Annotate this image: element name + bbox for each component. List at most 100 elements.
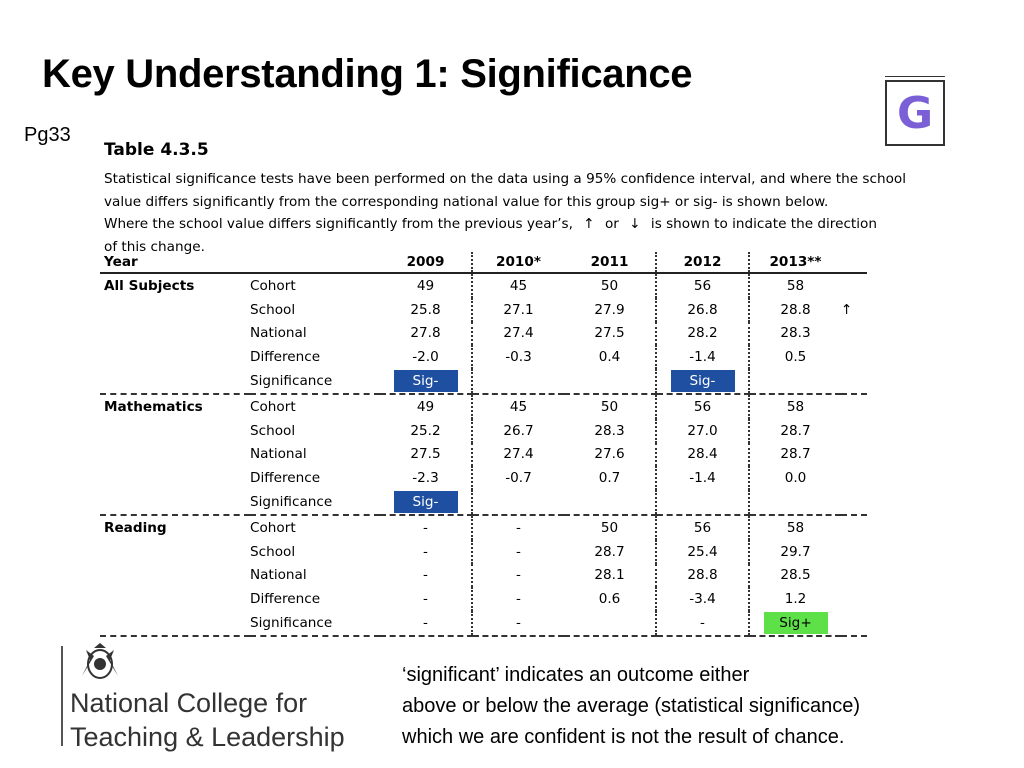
- description-line-1: Statistical significance tests have been…: [104, 171, 907, 187]
- results-table: Year 2009 2010* 2011 2012 2013** All Sub…: [100, 252, 867, 637]
- subject-cell: [100, 490, 250, 516]
- row-label: Difference: [250, 591, 321, 608]
- row-label: Difference: [250, 349, 321, 366]
- arrow-up-icon: ↑: [583, 216, 595, 232]
- value-cell: 28.4: [656, 442, 750, 467]
- direction-arrow: [841, 369, 867, 395]
- g-logo: G: [885, 76, 945, 146]
- note-line-2: above or below the average (statistical …: [402, 695, 861, 717]
- value-cell: 56: [656, 393, 750, 419]
- table-row: Significance Sig- Sig-: [100, 369, 867, 395]
- row-label: School: [250, 422, 296, 439]
- value-cell: 58: [786, 519, 805, 536]
- row-label: Cohort: [250, 398, 296, 415]
- value-cell: 0.6: [564, 587, 657, 612]
- value-cell: 27.6: [564, 442, 657, 467]
- value-cell: 50: [564, 273, 657, 298]
- page-reference: Pg33: [24, 124, 71, 146]
- direction-arrow: [841, 587, 867, 611]
- table-row: National 27.5 27.4 27.6 28.4 28.7: [100, 442, 867, 467]
- subject-cell: [100, 611, 250, 637]
- table-row: Significance - - - Sig+: [100, 611, 867, 637]
- direction-arrow: [841, 515, 867, 540]
- significance-badge: Sig+: [763, 612, 828, 635]
- subject-cell: [100, 466, 250, 490]
- direction-arrow: [841, 611, 867, 637]
- value-cell: -0.3: [505, 349, 532, 366]
- table-description: Statistical significance tests have been…: [104, 168, 924, 258]
- header-2009: 2009: [380, 252, 473, 274]
- table-row: Difference - - 0.6 -3.4 1.2: [100, 587, 867, 612]
- value-cell: 56: [656, 273, 750, 298]
- value-cell: 27.4: [503, 446, 534, 463]
- slide-title: Key Understanding 1: Significance: [42, 52, 693, 96]
- value-cell: Sig-: [380, 490, 473, 516]
- value-cell: -: [380, 611, 473, 637]
- subject-cell: [100, 345, 250, 369]
- value-cell: 27.1: [503, 301, 534, 318]
- value-cell: 25.2: [380, 418, 473, 443]
- value-cell: 0.0: [784, 470, 807, 487]
- table-row: School - - 28.7 25.4 29.7: [100, 539, 867, 564]
- header-arrow-col: [841, 252, 867, 274]
- value-cell: -: [516, 519, 521, 536]
- header-2013: 2013**: [749, 252, 841, 274]
- value-cell: [564, 369, 657, 395]
- value-cell: Sig-: [380, 369, 473, 395]
- table-row: Significance Sig-: [100, 490, 867, 516]
- significance-badge: Sig-: [393, 491, 458, 514]
- value-cell: 1.2: [784, 591, 807, 608]
- row-label: Significance: [250, 369, 380, 395]
- value-cell: 49: [380, 393, 473, 419]
- value-cell: 50: [564, 514, 657, 540]
- value-cell: 45: [509, 398, 528, 415]
- header-blank: [250, 252, 380, 274]
- direction-arrow: [841, 540, 867, 564]
- value-cell: 27.5: [564, 321, 657, 346]
- subject-cell: [100, 564, 250, 588]
- value-cell: -3.4: [656, 587, 750, 612]
- value-cell: 28.7: [780, 422, 811, 439]
- value-cell: 28.8: [656, 563, 750, 588]
- table-row: National - - 28.1 28.8 28.5: [100, 563, 867, 588]
- table-header-row: Year 2009 2010* 2011 2012 2013**: [100, 252, 867, 274]
- value-cell: 50: [564, 393, 657, 419]
- subject-cell: [100, 419, 250, 443]
- header-2010: 2010*: [472, 252, 564, 274]
- header-year: Year: [100, 252, 250, 274]
- value-cell: 28.5: [780, 567, 811, 584]
- table-row: Difference -2.0 -0.3 0.4 -1.4 0.5: [100, 345, 867, 370]
- value-cell: -2.0: [380, 345, 473, 370]
- subject-cell: [100, 369, 250, 395]
- value-cell: -: [516, 543, 521, 560]
- direction-arrow: ↑: [841, 301, 853, 318]
- description-line-2: value differs significantly from the cor…: [104, 193, 829, 210]
- value-cell: -: [380, 514, 473, 540]
- g-logo-letter: G: [896, 88, 934, 139]
- row-label: Cohort: [250, 519, 296, 536]
- subject-cell: All Subjects: [104, 277, 195, 294]
- organisation-name-line-2: Teaching & Leadership: [70, 722, 345, 752]
- direction-arrow: [841, 443, 867, 467]
- direction-arrow: [841, 394, 867, 419]
- value-cell: 28.3: [564, 418, 657, 443]
- value-cell: 45: [509, 277, 528, 294]
- value-cell: 0.5: [784, 349, 807, 366]
- subject-cell: [100, 322, 250, 346]
- value-cell: -: [516, 591, 521, 608]
- value-cell: 27.0: [656, 418, 750, 443]
- description-line-3-suffix: is shown to indicate the direction: [650, 216, 877, 232]
- value-cell: 25.8: [380, 297, 473, 322]
- value-cell: [749, 490, 841, 516]
- value-cell: -2.3: [380, 466, 473, 491]
- value-cell: 0.7: [564, 466, 657, 491]
- row-label: Significance: [250, 490, 380, 516]
- table-row: School 25.2 26.7 28.3 27.0 28.7: [100, 418, 867, 443]
- value-cell: 49: [380, 273, 473, 298]
- significance-badge: Sig-: [393, 370, 458, 393]
- significance-badge: Sig-: [670, 370, 735, 393]
- value-cell: [564, 490, 657, 516]
- value-cell: Sig-: [656, 369, 750, 395]
- table-row: Difference -2.3 -0.7 0.7 -1.4 0.0: [100, 466, 867, 491]
- value-cell: -: [380, 563, 473, 588]
